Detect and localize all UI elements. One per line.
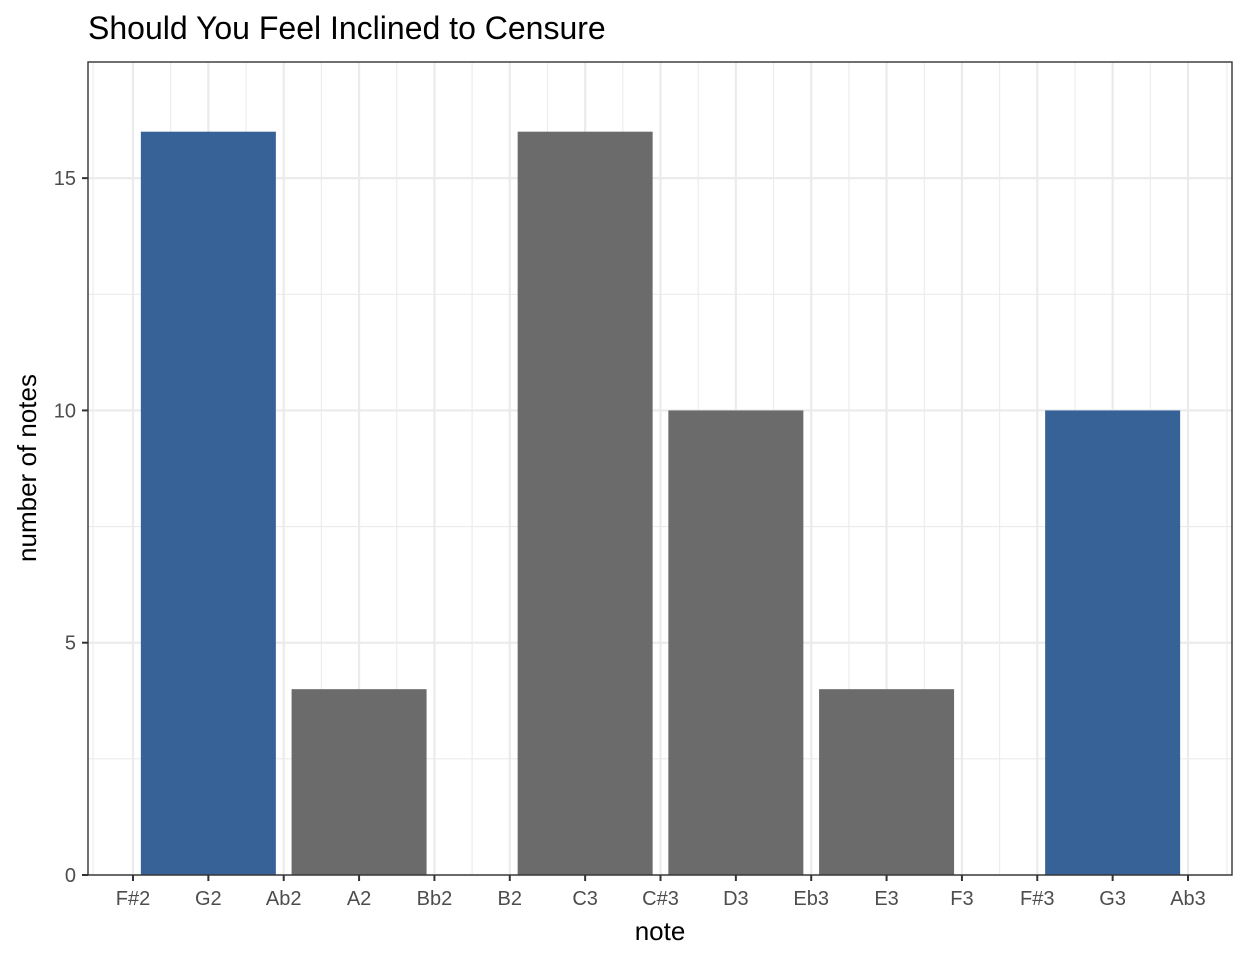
y-tick-label: 5 (65, 633, 76, 655)
x-tick-label: C#3 (642, 888, 679, 910)
x-axis: F#2 G2 Ab2 A2 Bb2 B2 C3 C#3 D3 Eb3 E3 F3 F#3 G3 Ab3 (116, 875, 1206, 910)
x-tick-label: C3 (572, 888, 598, 910)
x-tick-label: A2 (347, 888, 371, 910)
x-tick-label: F#3 (1020, 888, 1054, 910)
x-tick-label: G3 (1099, 888, 1126, 910)
x-axis-title: note (635, 916, 686, 946)
x-tick-label: F3 (950, 888, 973, 910)
y-tick-label: 0 (65, 865, 76, 887)
x-tick-label: F#2 (116, 888, 150, 910)
y-tick-label: 15 (54, 168, 76, 190)
bar-a2 (291, 689, 427, 875)
chart-title: Should You Feel Inclined to Censure (88, 10, 606, 46)
bar-c3 (517, 131, 653, 875)
x-tick-label: Bb2 (417, 888, 453, 910)
bar-g2 (140, 131, 276, 875)
x-tick-label: E3 (874, 888, 898, 910)
bar-e3 (819, 689, 955, 875)
x-tick-label: D3 (723, 888, 749, 910)
y-axis-title: number of notes (12, 374, 42, 562)
x-tick-label: Ab2 (266, 888, 302, 910)
y-axis: 0 5 10 15 (54, 168, 88, 887)
x-tick-label: Ab3 (1170, 888, 1206, 910)
y-tick-label: 10 (54, 400, 76, 422)
bars (140, 131, 1181, 875)
bar-d3 (668, 410, 804, 875)
x-tick-label: Eb3 (793, 888, 829, 910)
x-tick-label: B2 (498, 888, 522, 910)
x-tick-label: G2 (195, 888, 222, 910)
bar-g3 (1045, 410, 1181, 875)
